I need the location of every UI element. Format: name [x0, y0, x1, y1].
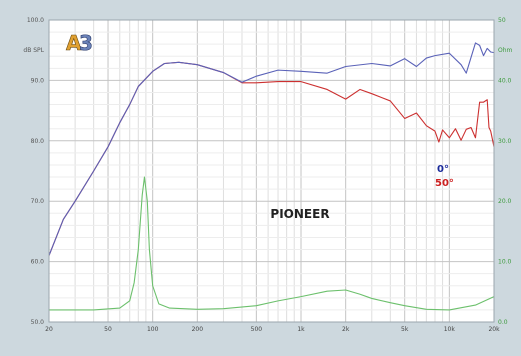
- y-right-tick-label: 0.0: [498, 319, 508, 326]
- series-line-2: [49, 176, 495, 311]
- svg-text:3: 3: [79, 31, 93, 55]
- legend-label-50deg: 50°: [435, 178, 454, 189]
- x-tick-label: 100: [147, 326, 159, 333]
- y-right-tick-label: 40.0: [498, 77, 512, 84]
- y-left-tick-label: 100.0: [27, 17, 44, 24]
- legend: 0° 50°: [435, 164, 454, 189]
- y-right-tick-label: 10.0: [498, 259, 512, 266]
- y-right-tick-label: 50: [498, 17, 506, 24]
- x-tick-label: 2k: [342, 326, 350, 333]
- y-axis-right-ticks: 50 Ohm 40.0 30.0 20.0 10.0 0.0: [498, 17, 513, 326]
- y-right-tick-label: 30.0: [498, 138, 512, 145]
- x-tick-label: 50: [104, 326, 112, 333]
- svg-text:A: A: [66, 31, 82, 55]
- a3-logo: A 3: [66, 31, 94, 56]
- pioneer-watermark: PIONEER: [270, 207, 329, 221]
- y-left-tick-label: dB SPL: [23, 47, 44, 54]
- x-tick-label: 10k: [444, 326, 456, 333]
- legend-label-0deg: 0°: [437, 164, 449, 175]
- plot-area: [49, 20, 494, 322]
- x-tick-label: 1k: [297, 326, 305, 333]
- plot-border: [48, 19, 495, 323]
- y-right-tick-label: 20.0: [498, 198, 512, 205]
- x-tick-label: 200: [192, 326, 204, 333]
- x-tick-label: 5k: [401, 326, 409, 333]
- x-tick-label: 20k: [488, 326, 500, 333]
- y-left-tick-label: 50.0: [31, 319, 45, 326]
- series-line-0: [48, 42, 495, 256]
- y-left-tick-label: 80.0: [31, 138, 45, 145]
- grid-lines: [48, 19, 495, 323]
- x-tick-label: 500: [251, 326, 263, 333]
- y-right-tick-label: Ohm: [498, 47, 513, 54]
- series-layer: [48, 42, 495, 311]
- y-left-tick-label: 70.0: [31, 198, 45, 205]
- x-axis-ticks: 20 50 100 200 500 1k 2k 5k 10k 20k: [45, 326, 500, 333]
- y-left-tick-label: 60.0: [31, 259, 45, 266]
- x-tick-label: 20: [45, 326, 53, 333]
- y-left-tick-label: 90.0: [31, 77, 45, 84]
- y-axis-left-ticks: 100.0 dB SPL 90.0 80.0 70.0 60.0 50.0: [23, 17, 44, 326]
